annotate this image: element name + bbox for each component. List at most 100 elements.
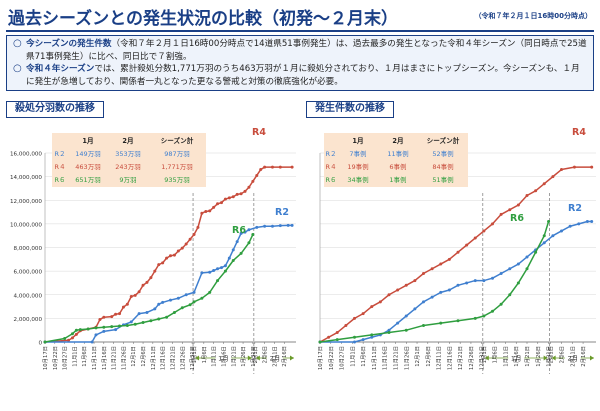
data-point-r2 xyxy=(270,224,274,228)
x-tick-label: 12月31日 xyxy=(479,346,486,370)
data-point-r2 xyxy=(551,234,555,238)
arrowhead-icon xyxy=(255,355,294,361)
data-point-r2 xyxy=(473,279,477,283)
data-point-r4 xyxy=(572,165,576,169)
data-point-r4 xyxy=(161,261,165,265)
data-point-r4 xyxy=(121,305,125,309)
data-point-r4 xyxy=(149,276,153,280)
data-point-r6 xyxy=(387,331,391,335)
table-cell: 463万羽 xyxy=(75,163,100,171)
data-point-r6 xyxy=(86,327,90,331)
data-point-r4 xyxy=(231,195,235,199)
table-header: 2月 xyxy=(122,137,133,145)
data-point-r2 xyxy=(278,224,282,228)
x-tick-label: 11月21日 xyxy=(392,346,399,370)
data-point-r6 xyxy=(534,250,538,254)
page-title: 過去シーズンとの発生状況の比較（初発～２月末） xyxy=(8,9,398,29)
data-point-r2 xyxy=(169,298,172,302)
summary-table-bg xyxy=(52,133,206,187)
x-tick-label: 1月26日 xyxy=(535,346,542,367)
data-point-r2 xyxy=(255,225,259,229)
data-point-r4 xyxy=(125,302,129,306)
data-point-r4 xyxy=(247,185,251,189)
x-tick-label: 12月31日 xyxy=(189,346,196,370)
data-point-r4 xyxy=(145,280,149,284)
x-tick-label: 10月22日 xyxy=(328,346,335,370)
x-tick-label: 12月6日 xyxy=(140,346,147,367)
x-tick-label: 11月21日 xyxy=(111,346,118,370)
data-point-r2 xyxy=(585,220,589,224)
data-point-r2 xyxy=(560,229,563,233)
data-point-r4 xyxy=(482,229,486,233)
y-tick-label: 12,000,000 xyxy=(10,199,42,205)
data-point-r4 xyxy=(456,250,460,254)
data-point-r2 xyxy=(542,241,546,245)
summary-box: ○ 今シーズンの発生件数（令和７年２月１日16時00分時点で14道県51事例発生… xyxy=(6,35,594,91)
data-point-r6 xyxy=(165,315,169,319)
y-tick-label: 6,000,000 xyxy=(14,270,43,276)
data-point-r4 xyxy=(239,192,243,196)
data-point-r2 xyxy=(90,340,94,344)
period-label: 1月 xyxy=(511,354,522,362)
table-cell: 19事例 xyxy=(347,162,368,171)
x-tick-label: 12月26日 xyxy=(468,346,475,370)
data-point-r4 xyxy=(516,203,520,207)
data-point-r4 xyxy=(200,211,204,215)
outbreak-count-chart-panel: 1月 2月 10月17日 10月22日 10月27日 11月1日 11月6日 11月11日 11… xyxy=(300,97,600,407)
data-point-r2 xyxy=(361,338,365,342)
x-tick-label: 11月16日 xyxy=(382,346,389,370)
data-point-r2 xyxy=(153,307,157,311)
culled-birds-chart-panel: 0 2,000,000 4,000,000 6,000,000 8,000,000 10,… xyxy=(0,97,300,407)
data-point-r4 xyxy=(219,201,223,205)
series-line-r4 xyxy=(319,166,592,343)
table-cell: 243万羽 xyxy=(115,163,140,171)
data-point-r6 xyxy=(508,293,512,297)
data-point-r4 xyxy=(422,271,425,275)
data-point-r2 xyxy=(192,290,196,294)
data-point-r4 xyxy=(378,300,382,304)
series-label-r2: R2 xyxy=(568,203,582,214)
data-point-r6 xyxy=(149,319,153,323)
x-tick-label: 11月6日 xyxy=(81,346,88,367)
y-tick-label: 14,000,000 xyxy=(10,175,42,181)
data-point-r2 xyxy=(247,228,251,232)
data-point-r2 xyxy=(243,230,247,234)
x-tick-label: 12月11日 xyxy=(150,346,157,370)
data-point-r6 xyxy=(172,310,176,314)
data-point-r4 xyxy=(542,182,546,186)
chart-title: 殺処分羽数の推移 xyxy=(6,101,104,118)
table-cell: 9万羽 xyxy=(119,176,136,184)
table-cell: 987万羽 xyxy=(164,150,189,158)
data-point-r4 xyxy=(98,318,102,322)
data-point-r4 xyxy=(243,189,247,193)
data-point-r2 xyxy=(200,271,204,275)
table-cell: R２ xyxy=(54,150,65,158)
data-point-r2 xyxy=(568,224,572,228)
x-tick-label: 12月1日 xyxy=(130,346,137,367)
table-cell: 149万羽 xyxy=(75,150,100,158)
data-point-r4 xyxy=(439,262,443,266)
data-point-r2 xyxy=(216,267,220,271)
data-point-r6 xyxy=(118,324,122,328)
data-point-r6 xyxy=(188,303,192,307)
data-point-r2 xyxy=(102,329,106,333)
data-point-r4 xyxy=(196,225,200,229)
data-point-r2 xyxy=(439,290,443,294)
circle-bullet-icon: ○ xyxy=(13,63,22,74)
data-point-r2 xyxy=(413,307,417,311)
x-tick-label: 11月26日 xyxy=(120,346,127,370)
data-point-r2 xyxy=(263,224,267,228)
circle-bullet-icon: ○ xyxy=(13,38,22,49)
data-point-r2 xyxy=(239,231,243,235)
table-cell: 935万羽 xyxy=(164,176,189,184)
data-point-r6 xyxy=(251,233,255,237)
data-point-r4 xyxy=(361,312,365,316)
data-point-r2 xyxy=(235,240,239,244)
x-tick-label: 1月1日 xyxy=(191,346,198,363)
x-tick-label: 10月17日 xyxy=(42,346,49,370)
x-tick-label: 11月1日 xyxy=(349,346,356,367)
data-point-r6 xyxy=(318,340,322,344)
summary-label-2: 令和４年シーズン xyxy=(26,64,95,74)
table-cell: 7事例 xyxy=(349,149,366,158)
data-point-r2 xyxy=(94,333,98,337)
